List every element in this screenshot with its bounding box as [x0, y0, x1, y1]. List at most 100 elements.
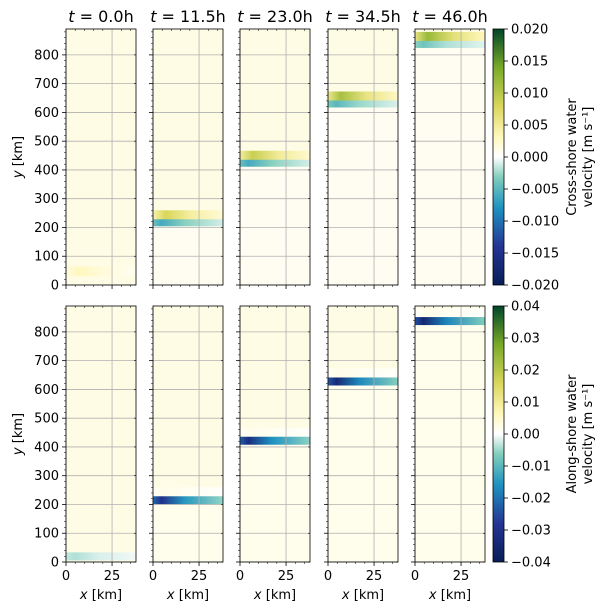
x-tick-label: 0 [236, 569, 244, 584]
panel-frame [152, 305, 224, 563]
y-tick-label: 100 [34, 527, 59, 542]
colorbar-tick-label: −0.04 [511, 556, 551, 571]
front-positive-band [328, 91, 398, 102]
y-tick-label: 600 [34, 106, 59, 121]
panel-title: t = 46.0h [412, 7, 488, 26]
y-tick-label: 800 [34, 325, 59, 340]
front-positive-band [415, 31, 485, 42]
x-tick-label: 0 [62, 569, 70, 584]
colorbar-tick-label: 0.03 [511, 332, 540, 347]
front-positive-band [153, 210, 223, 221]
front-positive-band [415, 308, 485, 319]
y-tick-label: 800 [34, 48, 59, 63]
front-positive-band [240, 427, 310, 438]
wake-region [153, 226, 223, 285]
front-positive-band [240, 150, 310, 161]
y-tick-label: 200 [34, 221, 59, 236]
colorbar-tick-label: 0.020 [511, 23, 548, 38]
axis-labels: y [km] x [km] x [km] x [km] x [km] x [km] y [k… [11, 136, 471, 603]
front-positive-band [66, 266, 136, 277]
panel-r1-c2: 0 25 [236, 305, 311, 584]
colorbar-tick-label: −0.02 [511, 492, 551, 507]
x-axis-label: x [km] [253, 588, 296, 603]
panel-r1-c4: 0 25 [411, 305, 486, 584]
colorbar-tick-label: 0.000 [511, 151, 548, 166]
x-tick-label: 0 [411, 569, 419, 584]
panel-frame [327, 305, 399, 563]
panel-r1-c1: 0 25 [149, 305, 224, 584]
colorbar-1: 0.04 0.03 0.02 0.01 0.00 −0.01 −0.02 −0.03 −0.04… [492, 300, 596, 571]
front-negative-band [240, 159, 310, 167]
x-tick-label: 25 [191, 569, 208, 584]
colorbar-tick-label: 0.04 [511, 300, 540, 315]
front-positive-band [328, 368, 398, 379]
panel-title: t = 11.5h [150, 7, 226, 26]
y-tick-label: 500 [34, 135, 59, 150]
y-tick-label: 0 [51, 556, 59, 571]
colorbar-tick-label: 0.00 [511, 428, 540, 443]
front-negative-band [328, 377, 398, 386]
colorbar-tick-label: −0.020 [511, 279, 559, 294]
x-tick-label: 25 [278, 569, 295, 584]
y-tick-label: 100 [34, 250, 59, 265]
wake-region [240, 166, 310, 285]
panel-r0-c2 [236, 28, 311, 289]
colorbar-tick-label: −0.010 [511, 215, 559, 230]
y-axis-label: y [km] [11, 413, 26, 456]
x-tick-label: 25 [453, 569, 470, 584]
panel-frame [239, 305, 311, 563]
wake-region [415, 323, 485, 562]
colorbar-tick-label: 0.01 [511, 396, 540, 411]
y-tick-label: 300 [34, 192, 59, 207]
front-negative-band [153, 496, 223, 505]
colorbar-tick-label: 0.010 [511, 87, 548, 102]
panel-r0-c4 [411, 28, 486, 289]
heatmap-panels: 0 100 200 300 400 500 600 700 800 0 100 200 300 400 50… [34, 28, 486, 584]
colorbar-tick-label: −0.005 [511, 183, 559, 198]
front-negative-band [415, 40, 485, 48]
panel-background [66, 306, 136, 562]
front-negative-band [328, 100, 398, 108]
panel-title: t = 34.5h [325, 7, 401, 26]
colorbar-0: 0.020 0.015 0.010 0.005 0.000 −0.005 −0.010 −0.… [492, 23, 596, 294]
x-tick-label: 0 [324, 569, 332, 584]
y-axis-label: y [km] [11, 136, 26, 179]
colorbar-tick-label: −0.03 [511, 524, 551, 539]
panel-frame [414, 305, 486, 563]
colorbar-label: Along-shore watervelocity [m s⁻¹] [565, 374, 596, 493]
y-tick-label: 200 [34, 498, 59, 513]
panel-r1-c0: 0 100 200 300 400 500 600 700 800 0 25 [34, 305, 137, 584]
colorbar-tick-label: 0.02 [511, 364, 540, 379]
colorbar-tick-label: 0.005 [511, 119, 548, 134]
panel-frame [65, 305, 137, 563]
y-tick-label: 400 [34, 163, 59, 178]
panel-background [66, 29, 136, 285]
x-axis-label: x [km] [79, 588, 122, 603]
x-axis-label: x [km] [166, 588, 209, 603]
colorbar-tick-label: −0.01 [511, 460, 551, 475]
panel-frame [414, 28, 486, 286]
panel-r0-c0: 0 100 200 300 400 500 600 700 800 [34, 28, 137, 294]
y-tick-label: 300 [34, 469, 59, 484]
wake-region [328, 384, 398, 562]
x-axis-label: x [km] [341, 588, 384, 603]
front-positive-band [153, 487, 223, 498]
front-negative-band [240, 436, 310, 445]
colorbar-gradient [492, 28, 505, 286]
wake-region [328, 107, 398, 285]
wake-region [153, 503, 223, 562]
x-tick-label: 0 [149, 569, 157, 584]
panel-frame [152, 28, 224, 286]
colorbar-label: Cross-shore watervelocity [m s⁻¹] [565, 98, 596, 216]
panel-r0-c1 [149, 28, 224, 289]
panel-r1-c3: 0 25 [324, 305, 399, 584]
front-negative-band [153, 219, 223, 227]
panel-title: t = 0.0h [68, 7, 133, 26]
y-tick-label: 600 [34, 383, 59, 398]
panel-title: t = 23.0h [237, 7, 313, 26]
y-tick-label: 700 [34, 77, 59, 92]
panel-r0-c3 [324, 28, 399, 289]
wake-region [240, 443, 310, 562]
panel-frame [327, 28, 399, 286]
